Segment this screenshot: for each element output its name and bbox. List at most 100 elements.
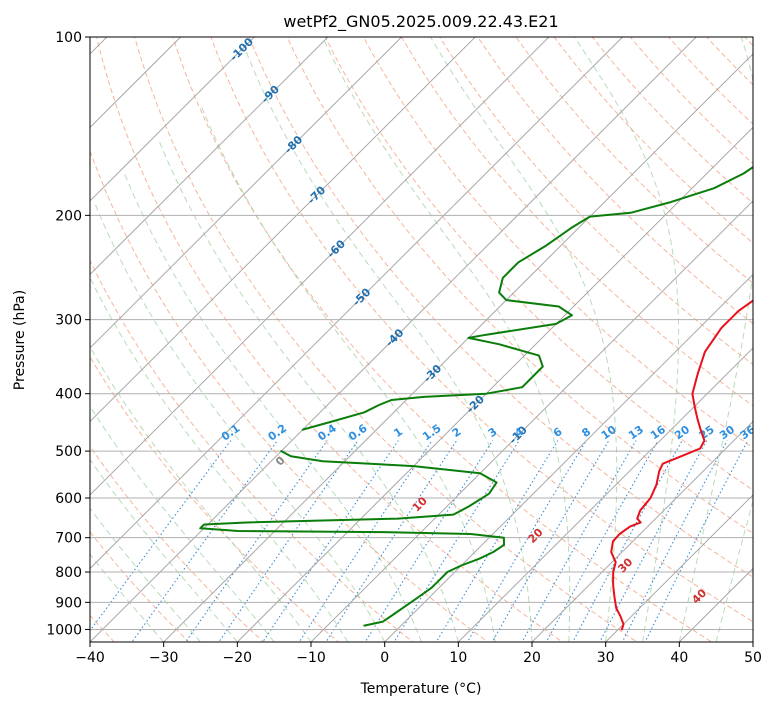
- mixing-ratio-line: [435, 440, 559, 642]
- x-tick-label: −40: [75, 650, 105, 666]
- moist-adiabat: [90, 553, 165, 642]
- dry-adiabat: [667, 37, 753, 125]
- y-tick-label: 400: [55, 387, 82, 403]
- x-tick-label: 10: [449, 650, 467, 666]
- x-tick-label: 50: [744, 650, 762, 666]
- isotherm: [162, 53, 753, 642]
- dry-adiabat: [591, 37, 753, 204]
- dry-adiabat: [90, 149, 489, 642]
- dry-adiabat: [757, 10, 775, 654]
- dry-adiabat: [400, 37, 753, 407]
- mixing-ratio-line: [131, 440, 278, 642]
- moist-adiabat: [574, 37, 680, 642]
- isotherm: [752, 641, 753, 642]
- moist-adiabat: [90, 276, 349, 642]
- x-tick-label: −20: [223, 650, 253, 666]
- mixing-ratio-line: [572, 440, 683, 642]
- mixing-ratio-line: [298, 440, 433, 642]
- moist-adiabat-label: 20: [526, 526, 546, 546]
- x-tick-label: −10: [296, 650, 326, 666]
- plot-area: -100-90-80-70-60-50-40-30-20-100.1 0.2 0.4…: [0, 10, 775, 654]
- mixing-ratio-line: [621, 440, 728, 642]
- y-tick-label: 700: [55, 531, 82, 547]
- dry-adiabat: [744, 37, 753, 47]
- isotherm: [383, 273, 753, 642]
- mixing-ratio-line: [185, 440, 328, 642]
- isotherm: [0, 10, 60, 654]
- moist-adiabat: [90, 458, 238, 642]
- isotherm: [236, 126, 753, 642]
- isotherm: [90, 37, 403, 349]
- y-tick-label: 100: [55, 30, 82, 46]
- plot-frame: [89, 36, 754, 643]
- x-tick-label: 20: [523, 650, 541, 666]
- mixing-ratio-label: 13: [626, 423, 646, 442]
- moist-adiabat: [200, 104, 496, 642]
- moist-adiabat: [93, 201, 386, 642]
- mixing-ratio-lines: [90, 440, 749, 642]
- temperature-profile-line: [610, 299, 753, 631]
- mixing-ratio-line: [90, 440, 232, 632]
- dry-adiabat: [210, 37, 753, 623]
- moist-adiabat: [90, 405, 275, 642]
- profile-series: [199, 165, 753, 631]
- moist-adiabat: [90, 507, 201, 642]
- dewpoint-profile-line: [301, 165, 753, 431]
- moist-adiabat: [244, 49, 533, 642]
- x-tick-label: −30: [149, 650, 179, 666]
- isotherm: [90, 37, 624, 570]
- isotherm: [678, 567, 753, 642]
- pressure-gridlines: [90, 37, 753, 630]
- isotherm: [90, 37, 182, 129]
- dry-adiabat: [96, 37, 564, 642]
- x-tick-label: 30: [597, 650, 615, 666]
- mixing-ratio-line: [393, 440, 520, 642]
- isotherm: [531, 420, 753, 642]
- dewpoint-profile-line: [199, 450, 505, 627]
- mixing-ratio-line: [218, 440, 359, 642]
- mixing-ratio-label: 1: [391, 425, 405, 440]
- dry-adiabat: [90, 531, 190, 642]
- mixing-ratio-line: [262, 440, 399, 642]
- mixing-ratio-line: [466, 440, 587, 642]
- dry-adiabat: [134, 37, 638, 642]
- mixing-ratio-line: [599, 440, 708, 642]
- y-tick-label: 800: [55, 565, 82, 581]
- dry-adiabat: [362, 37, 753, 449]
- y-tick-label: 600: [55, 491, 82, 507]
- mixing-ratio-label: 8: [579, 425, 593, 440]
- isotherm: [90, 37, 550, 496]
- moist-adiabat: [715, 499, 753, 642]
- isotherm: [457, 347, 753, 642]
- dry-adiabat: [705, 37, 753, 86]
- mixing-ratio-line: [521, 440, 637, 642]
- dry-adiabat: [515, 37, 753, 284]
- x-tick-label: 0: [380, 650, 389, 666]
- dry-adiabat: [172, 37, 713, 642]
- y-axis: 1000 900 800 700 600 500 400 300 200 100: [46, 30, 90, 638]
- x-tick-label: 40: [670, 650, 688, 666]
- mixing-ratio-line: [491, 440, 610, 642]
- mixing-ratio-label: 0.2: [266, 422, 289, 444]
- isotherm: [90, 37, 476, 423]
- isotherms: [0, 10, 753, 654]
- y-tick-label: 1000: [46, 622, 82, 638]
- y-tick-label: 200: [55, 208, 82, 224]
- isotherm: [604, 494, 753, 642]
- moist-adiabat: [158, 141, 459, 642]
- moist-adiabat: [322, 37, 571, 642]
- dry-adiabat: [553, 37, 753, 244]
- y-tick-label: 500: [55, 444, 82, 460]
- moist-adiabat-label: 0: [273, 454, 288, 469]
- isotherm: [90, 37, 255, 202]
- dry-adiabat: [90, 355, 340, 642]
- dry-adiabat: [629, 37, 753, 165]
- moist-adiabat: [90, 346, 312, 642]
- mixing-ratio-line: [644, 440, 749, 642]
- moist-adiabat-label: 10: [410, 494, 430, 514]
- isotherm: [90, 37, 329, 276]
- mixing-ratio-label: 0.1: [219, 422, 242, 444]
- x-axis-label: Temperature (°C): [360, 681, 482, 697]
- dry-adiabat: [477, 37, 753, 325]
